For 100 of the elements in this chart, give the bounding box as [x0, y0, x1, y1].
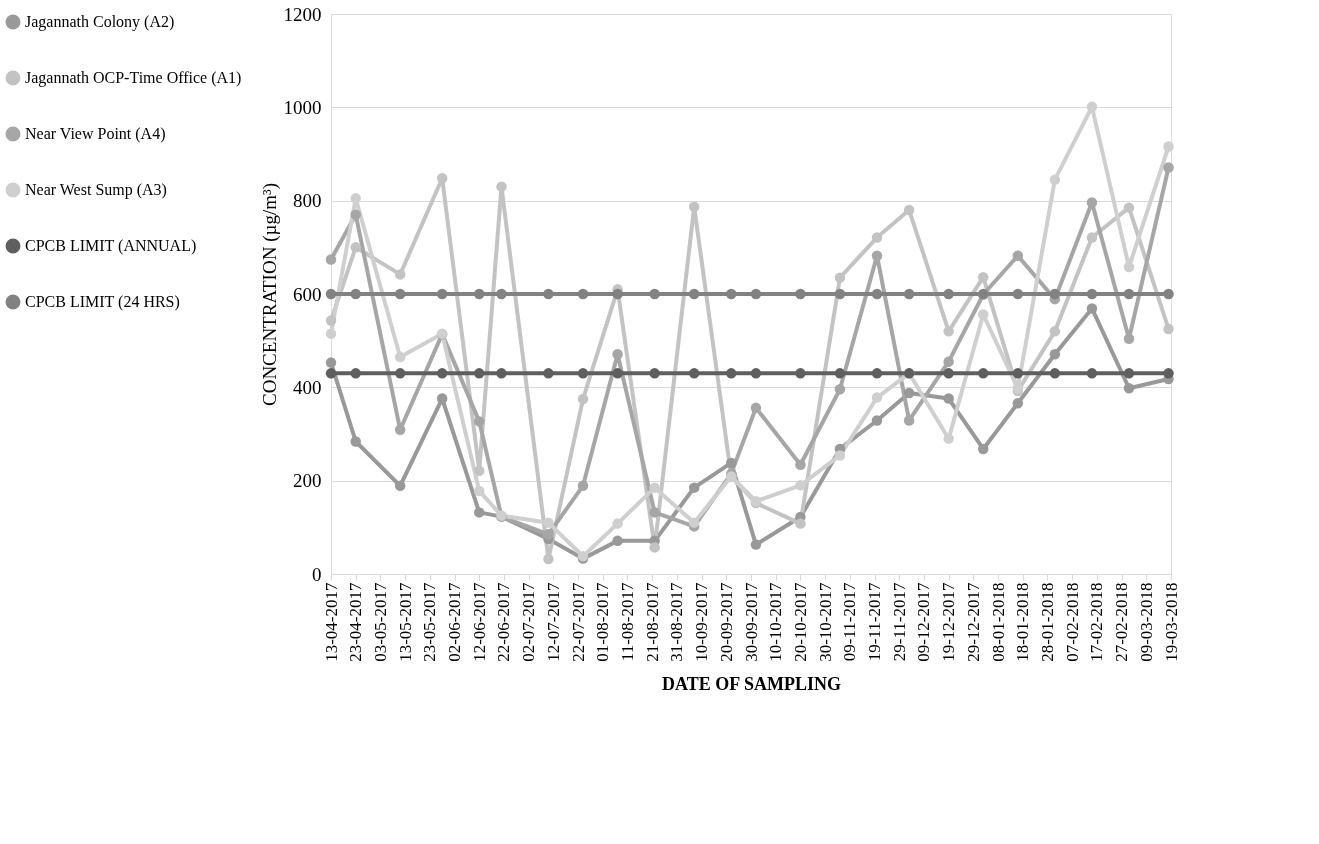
point [1086, 288, 1098, 300]
point [977, 443, 989, 455]
x-tick-label: 09-03-2018 [1136, 582, 1156, 662]
x-axis-title: DATE OF SAMPLING [661, 673, 842, 694]
point [473, 416, 485, 427]
point [871, 232, 883, 243]
y-tick-label: 400 [293, 376, 322, 398]
point [688, 368, 700, 379]
point [543, 529, 554, 540]
x-tick-label: 10-09-2017 [692, 582, 712, 662]
point [977, 271, 989, 283]
point [795, 288, 806, 300]
point [1049, 174, 1061, 185]
point [577, 288, 589, 300]
point [903, 387, 915, 399]
x-tick-label: 21-08-2017 [642, 582, 662, 662]
point [1086, 197, 1098, 208]
point [871, 288, 883, 300]
point [543, 553, 554, 565]
point [1086, 303, 1098, 314]
point [943, 393, 954, 404]
point [350, 288, 361, 300]
point [394, 288, 406, 300]
point [649, 507, 660, 518]
x-tick-label: 18-01-2018 [1013, 582, 1033, 662]
x-tick-label: 02-06-2017 [445, 582, 465, 662]
point [871, 250, 883, 261]
point [436, 288, 448, 300]
point [325, 357, 337, 368]
point [1123, 368, 1135, 379]
point [725, 368, 737, 379]
point [725, 457, 737, 469]
y-axis-title: CONCENTRATION (µg/m³) [258, 183, 281, 406]
x-tick-label: 27-02-2018 [1112, 582, 1132, 662]
point [795, 368, 806, 379]
x-tick-label: 11-08-2017 [617, 582, 637, 662]
point [977, 368, 989, 379]
point [612, 368, 623, 379]
point [577, 480, 589, 492]
x-tick-label: 08-01-2018 [988, 582, 1008, 662]
point [649, 542, 660, 553]
point [1086, 368, 1098, 379]
point [688, 482, 700, 493]
point [612, 348, 623, 360]
point [649, 288, 660, 300]
point [436, 393, 448, 404]
point [473, 465, 485, 477]
x-tick-label: 13-04-2017 [321, 582, 341, 662]
point [834, 450, 846, 461]
legend-label: CPCB LIMIT (ANNUAL) [25, 237, 197, 255]
point [1123, 333, 1135, 345]
point [1049, 288, 1061, 300]
y-tick-label: 0 [312, 563, 322, 585]
point [496, 181, 507, 192]
y-tick-label: 600 [293, 283, 322, 305]
point [834, 288, 846, 300]
point [543, 288, 554, 300]
x-tick-label: 19-11-2017 [865, 582, 885, 662]
x-tick-label: 19-12-2017 [939, 582, 959, 662]
x-tick-label: 20-09-2017 [716, 582, 736, 662]
point [436, 368, 448, 379]
point [943, 368, 954, 379]
point [325, 288, 337, 300]
point [577, 393, 589, 405]
x-tick-label: 20-10-2017 [790, 582, 810, 662]
x-tick-label: 22-06-2017 [494, 582, 514, 662]
point [394, 480, 406, 492]
x-tick-label: 01-08-2017 [593, 582, 613, 662]
y-tick-label: 1000 [283, 96, 322, 118]
point [350, 368, 361, 379]
point [350, 436, 361, 447]
point [1012, 397, 1024, 409]
point [688, 201, 700, 212]
point [325, 328, 337, 339]
point [394, 351, 406, 363]
point [943, 326, 954, 337]
point [325, 368, 337, 379]
x-tick-label: 28-01-2018 [1037, 582, 1057, 662]
point [1012, 250, 1024, 261]
point [473, 485, 485, 497]
legend-label: CPCB LIMIT (24 HRS) [25, 293, 180, 311]
point [350, 193, 361, 204]
point [612, 518, 623, 529]
point [834, 368, 846, 379]
point [943, 356, 954, 367]
legend-label: Near View Point (A4) [25, 125, 166, 143]
legend-label: Jagannath OCP-Time Office (A1) [25, 69, 242, 87]
point [496, 288, 507, 300]
x-tick-label: 30-09-2017 [741, 582, 761, 662]
point [473, 288, 485, 300]
x-tick-label: 23-04-2017 [346, 582, 366, 662]
point [871, 368, 883, 379]
point [903, 415, 915, 426]
point [577, 368, 589, 379]
x-tick-label: 17-02-2018 [1087, 582, 1107, 662]
point [943, 288, 954, 300]
point [1123, 202, 1135, 213]
point [394, 368, 406, 379]
y-tick-label: 1200 [283, 3, 322, 25]
point [750, 539, 762, 550]
